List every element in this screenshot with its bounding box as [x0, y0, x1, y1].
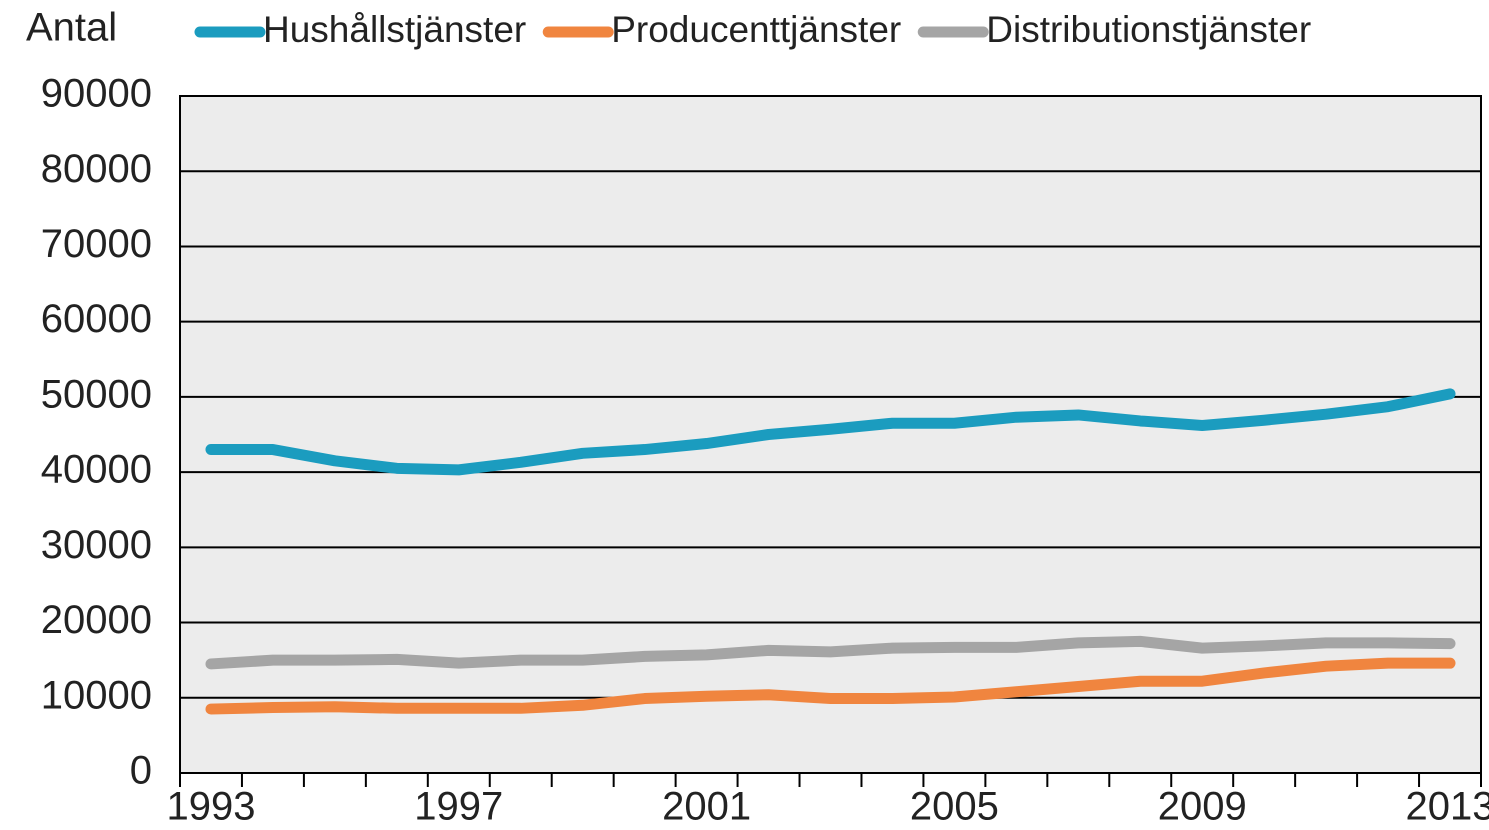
- x-tick-label: 2013: [1406, 785, 1489, 829]
- y-tick-label: 0: [130, 749, 152, 793]
- legend-label: Producenttjänster: [611, 9, 901, 50]
- y-tick-label: 20000: [41, 598, 152, 642]
- plot-border: [179, 95, 1482, 774]
- y-tick-label: 50000: [41, 372, 152, 416]
- y-tick-label: 70000: [41, 222, 152, 266]
- series-line: [205, 388, 1456, 476]
- y-tick-label: 80000: [41, 147, 152, 191]
- y-tick-label: 90000: [41, 72, 152, 116]
- y-tick-label: 60000: [41, 297, 152, 341]
- legend-label: Hushållstjänster: [263, 9, 526, 50]
- x-tick-label: 2001: [662, 785, 751, 829]
- y-tick-label: 30000: [41, 523, 152, 567]
- x-tick-label: 1997: [414, 785, 503, 829]
- x-tick-label: 2005: [910, 785, 999, 829]
- y-axis-label: Antal: [26, 6, 117, 50]
- series-line: [205, 657, 1456, 715]
- x-tick-label: 1993: [166, 785, 255, 829]
- y-tick-label: 10000: [41, 673, 152, 717]
- y-tick-label: 40000: [41, 448, 152, 492]
- legend-label: Distributionstjänster: [986, 9, 1311, 50]
- x-tick-label: 2009: [1158, 785, 1247, 829]
- series-line: [205, 635, 1456, 670]
